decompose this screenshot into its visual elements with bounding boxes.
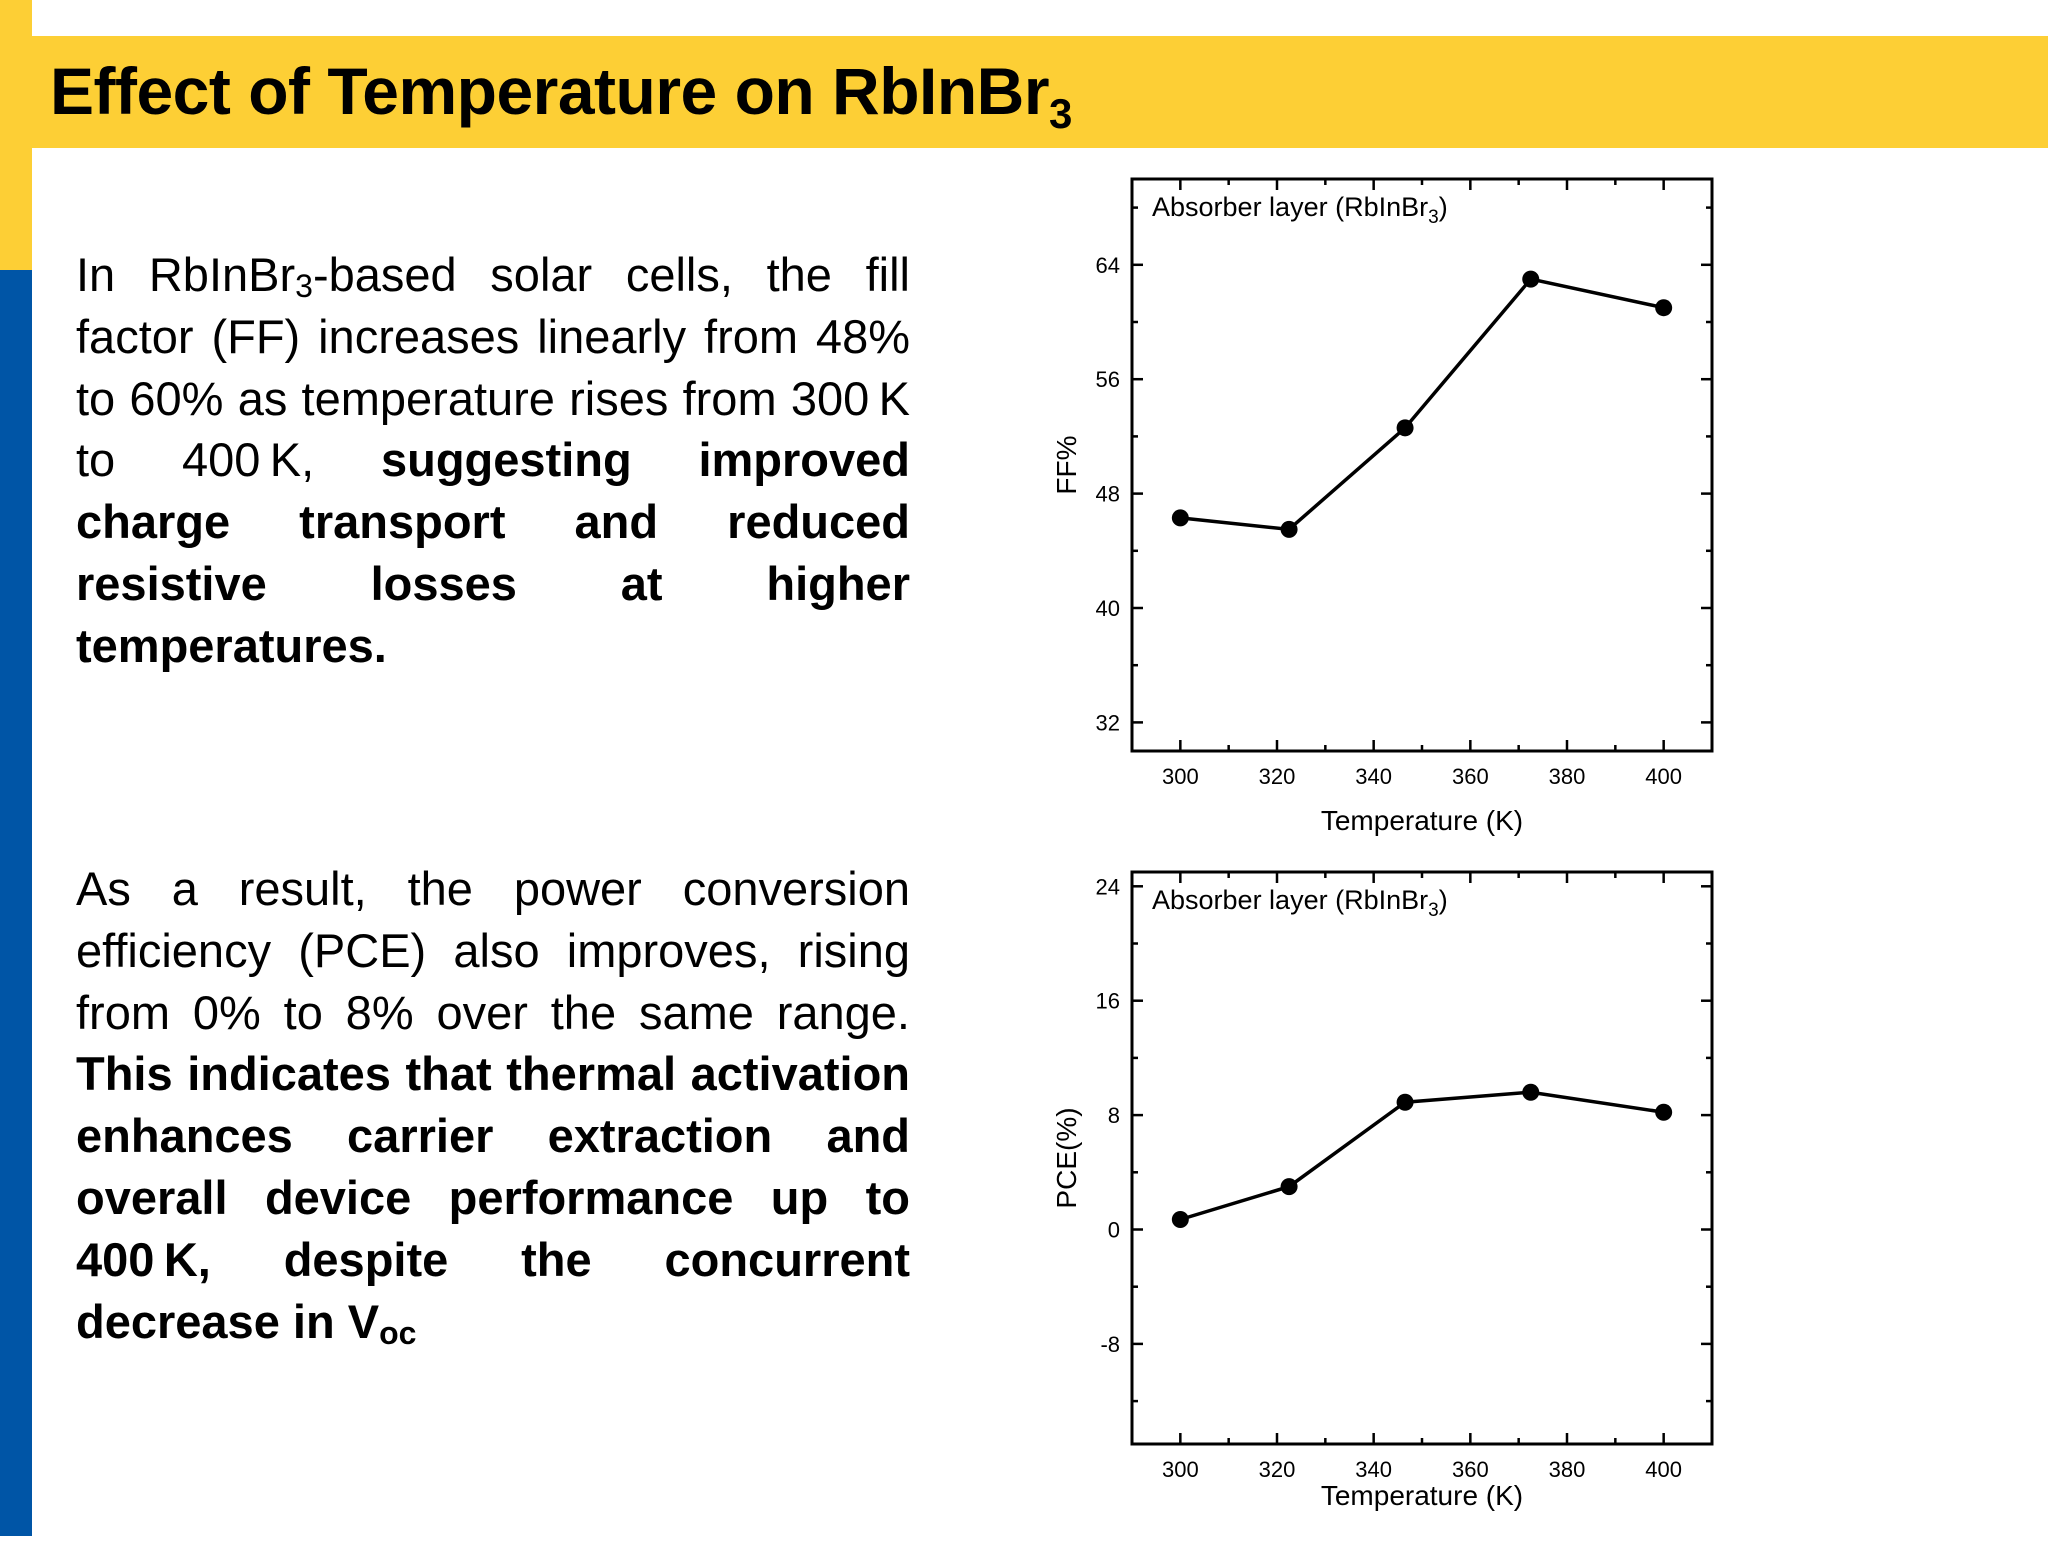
para1-bold-text: suggesting improved charge transport and… (76, 433, 911, 672)
data-point (1171, 1210, 1189, 1228)
pce-chart: 300 320 340 360 380 400 -8 0 8 16 24 Temperature (K… (1051, 870, 1714, 1511)
annotation-subscript: 3 (1428, 207, 1439, 228)
accent-stripe-yellow (0, 0, 32, 270)
data-point (1280, 1178, 1298, 1196)
annotation-subscript: 3 (1428, 900, 1439, 921)
data-point (1655, 1103, 1673, 1121)
plot-frame (1130, 177, 1714, 753)
data-point (1522, 1083, 1540, 1101)
title-subscript: 3 (1049, 90, 1072, 137)
x-tick-label: 360 (1452, 1457, 1489, 1482)
y-axis-label: PCE(%) (1051, 1107, 1082, 1208)
series-line (1180, 277, 1665, 532)
x-tick-label: 380 (1549, 1457, 1586, 1482)
y-axis-label: FF% (1051, 435, 1082, 494)
paragraph-fill-factor: In RbInBr3-based solar cells, the fill f… (76, 244, 910, 677)
data-point (1655, 299, 1673, 317)
para2-bold-main: This indicates that thermal activation e… (76, 1047, 910, 1348)
series-line (1179, 1090, 1664, 1222)
title-bar (32, 36, 2048, 148)
y-tick-label: -8 (1100, 1332, 1120, 1357)
data-point (1396, 1093, 1414, 1111)
x-tick-label: 400 (1645, 764, 1682, 789)
data-point (1280, 520, 1298, 538)
annotation-text: Absorber layer (RbInBr (1152, 885, 1428, 915)
data-point (1396, 419, 1414, 437)
y-tick-label: 64 (1096, 253, 1120, 278)
para2-text-a: As a result, the power conversion effici… (76, 862, 910, 1039)
y-tick-label: 8 (1108, 1103, 1120, 1128)
absorber-layer-annotation: Absorber layer (RbInBr3) (1152, 192, 1448, 228)
x-axis-label: Temperature (K) (1321, 1480, 1523, 1511)
para2-bold-text: This indicates that thermal activation e… (76, 1047, 910, 1348)
x-tick-label: 400 (1645, 1457, 1682, 1482)
x-tick-label: 320 (1259, 1457, 1296, 1482)
y-tick-label: 24 (1096, 874, 1120, 899)
data-point (1522, 270, 1540, 288)
x-tick-label: 340 (1355, 1457, 1392, 1482)
ff-chart: 300 320 340 360 380 400 32 40 48 56 64 Temperature … (1051, 177, 1714, 836)
annotation-text-end: ) (1439, 885, 1448, 915)
annotation-text: Absorber layer (RbInBr (1152, 192, 1428, 222)
annotation-text-end: ) (1439, 192, 1448, 222)
page-title: Effect of Temperature on RbInBr3 (50, 51, 1072, 154)
para2-bold-subscript: oc (379, 1314, 417, 1351)
para1-text-b: -based solar cells, the fill factor (FF)… (76, 248, 910, 487)
y-tick-label: 40 (1096, 596, 1120, 621)
x-axis-label: Temperature (K) (1321, 805, 1523, 836)
para1-text-a: In RbInBr (76, 248, 296, 301)
plot-frame (1130, 870, 1714, 1446)
absorber-layer-annotation: Absorber layer (RbInBr3) (1152, 885, 1448, 921)
y-tick-label: 16 (1096, 989, 1120, 1014)
y-tick-label: 56 (1096, 367, 1120, 392)
y-tick-label: 48 (1096, 482, 1120, 507)
x-tick-label: 320 (1259, 764, 1296, 789)
x-tick-label: 360 (1452, 764, 1489, 789)
title-main: Effect of Temperature on RbInBr (50, 54, 1050, 128)
y-tick-label: 32 (1096, 710, 1120, 735)
y-tick-label: 0 (1108, 1218, 1120, 1243)
x-tick-label: 340 (1355, 764, 1392, 789)
data-point (1171, 509, 1189, 527)
accent-stripe-blue (0, 270, 32, 1536)
para1-subscript: 3 (295, 268, 313, 304)
x-tick-label: 380 (1549, 764, 1586, 789)
x-tick-label: 300 (1162, 1457, 1199, 1482)
x-tick-label: 300 (1162, 764, 1199, 789)
paragraph-pce: As a result, the power conversion effici… (76, 858, 910, 1352)
